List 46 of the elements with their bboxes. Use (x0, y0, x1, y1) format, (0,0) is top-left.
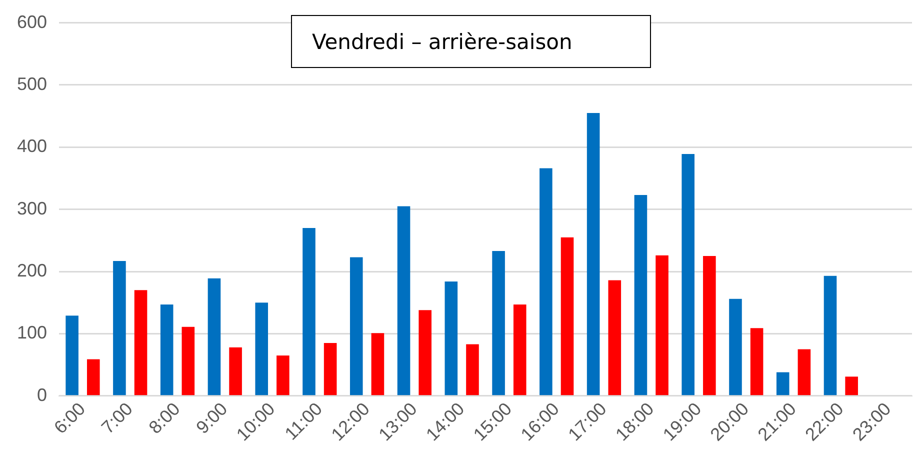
bar (513, 304, 526, 396)
bar (276, 355, 290, 396)
bar (634, 195, 648, 396)
bar (656, 255, 668, 396)
bar (560, 237, 574, 396)
bar (418, 310, 432, 396)
x-tick-label: 6:00 (50, 398, 90, 438)
x-tick-label: 9:00 (192, 398, 232, 438)
bar (182, 326, 195, 396)
bar (824, 276, 837, 396)
bar (466, 344, 479, 396)
bar (208, 278, 221, 396)
bar (776, 372, 790, 396)
bar (229, 347, 242, 396)
bar (371, 333, 384, 396)
y-tick-label: 100 (16, 322, 48, 343)
bar (160, 304, 174, 396)
y-tick-label: 500 (16, 74, 48, 94)
bar (350, 257, 363, 396)
y-tick-label: 400 (16, 136, 48, 156)
y-tick-label: 600 (16, 12, 48, 32)
y-tick-label: 300 (16, 198, 48, 218)
bar (540, 168, 552, 396)
bar (255, 302, 268, 396)
x-tick-label: 7:00 (98, 398, 136, 438)
bar (750, 328, 764, 396)
x-tick-label: 8:00 (144, 398, 184, 438)
y-tick-label: 200 (16, 260, 48, 280)
y-tick-label: 0 (37, 384, 48, 405)
bar (444, 281, 458, 396)
bar (86, 359, 100, 396)
bar (703, 256, 716, 396)
bar (397, 206, 410, 396)
bar (608, 280, 622, 396)
bar (66, 316, 78, 396)
bar (682, 154, 694, 396)
bar (729, 298, 742, 396)
bar (586, 112, 600, 396)
bar (324, 343, 337, 396)
bar (492, 251, 505, 396)
bar (302, 228, 316, 396)
bar (845, 376, 858, 396)
title-frame: Vendredi – arrière-saison (291, 15, 651, 68)
bar (113, 260, 126, 396)
bar (798, 349, 811, 396)
bar (134, 290, 148, 396)
